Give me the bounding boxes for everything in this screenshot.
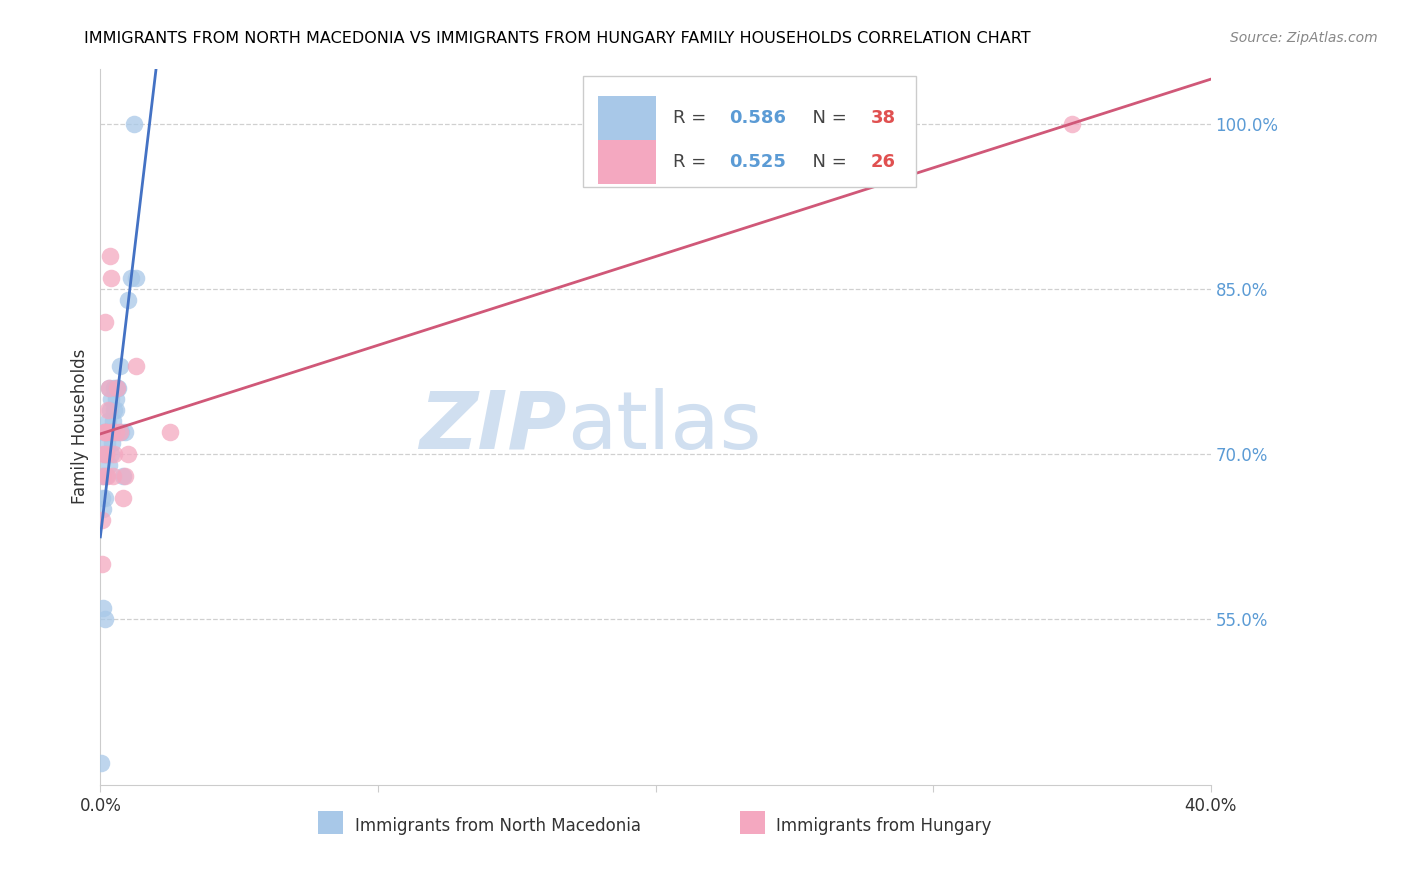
Point xyxy=(91,469,114,483)
Point xyxy=(105,392,128,406)
Point xyxy=(125,359,148,373)
Point xyxy=(94,315,117,329)
Text: 38: 38 xyxy=(870,109,896,127)
Point xyxy=(120,271,142,285)
Point xyxy=(91,469,114,483)
Point xyxy=(90,558,112,572)
Point xyxy=(100,271,122,285)
Y-axis label: Family Households: Family Households xyxy=(72,349,89,504)
Point xyxy=(94,447,117,461)
Point xyxy=(125,271,148,285)
Point xyxy=(90,756,112,770)
Point xyxy=(108,359,131,373)
Point xyxy=(103,447,125,461)
FancyBboxPatch shape xyxy=(598,95,655,140)
Point xyxy=(111,469,134,483)
Text: atlas: atlas xyxy=(567,388,761,466)
Point xyxy=(96,436,118,450)
Point xyxy=(98,249,121,263)
Point xyxy=(93,425,115,439)
Text: N =: N = xyxy=(801,109,852,127)
FancyBboxPatch shape xyxy=(598,140,655,185)
Point xyxy=(100,425,122,439)
Point xyxy=(96,425,118,439)
Point xyxy=(94,491,117,506)
Point xyxy=(97,403,120,417)
Text: Immigrants from North Macedonia: Immigrants from North Macedonia xyxy=(354,817,641,835)
Point xyxy=(93,612,115,626)
Point xyxy=(107,381,129,395)
Point xyxy=(101,469,124,483)
Text: IMMIGRANTS FROM NORTH MACEDONIA VS IMMIGRANTS FROM HUNGARY FAMILY HOUSEHOLDS COR: IMMIGRANTS FROM NORTH MACEDONIA VS IMMIG… xyxy=(84,31,1031,46)
Point xyxy=(117,293,139,307)
Point xyxy=(108,425,131,439)
Point xyxy=(94,447,117,461)
Point xyxy=(91,447,114,461)
Point xyxy=(97,458,120,473)
Text: 0.586: 0.586 xyxy=(728,109,786,127)
Point xyxy=(114,425,136,439)
Point xyxy=(110,425,132,439)
Text: R =: R = xyxy=(673,109,713,127)
Point xyxy=(97,414,120,428)
Point xyxy=(93,425,115,439)
Text: ZIP: ZIP xyxy=(419,388,567,466)
Point xyxy=(100,392,122,406)
Text: N =: N = xyxy=(801,153,852,171)
Point xyxy=(93,425,115,439)
Point xyxy=(105,381,128,395)
Point xyxy=(90,513,112,527)
Text: 26: 26 xyxy=(870,153,896,171)
Point xyxy=(111,491,134,506)
Point xyxy=(96,469,118,483)
Point xyxy=(104,425,127,439)
Point xyxy=(97,425,120,439)
Point xyxy=(93,447,115,461)
Point xyxy=(100,425,122,439)
Point xyxy=(122,117,145,131)
Point xyxy=(114,469,136,483)
Point xyxy=(91,502,114,516)
FancyBboxPatch shape xyxy=(583,76,917,186)
Point xyxy=(94,425,117,439)
Text: Immigrants from Hungary: Immigrants from Hungary xyxy=(776,817,991,835)
Point xyxy=(90,491,112,506)
Point xyxy=(103,425,125,439)
Point xyxy=(159,425,181,439)
Point xyxy=(97,381,120,395)
Point xyxy=(103,403,125,417)
Point xyxy=(101,414,124,428)
Point xyxy=(96,469,118,483)
Point xyxy=(101,436,124,450)
Point xyxy=(91,601,114,615)
Point xyxy=(104,403,127,417)
Text: R =: R = xyxy=(673,153,713,171)
Text: 0.525: 0.525 xyxy=(728,153,786,171)
Point xyxy=(98,403,121,417)
Point xyxy=(103,381,125,395)
Point xyxy=(98,381,121,395)
Point xyxy=(1060,117,1083,131)
Point xyxy=(100,447,122,461)
Point xyxy=(105,381,128,395)
Text: Source: ZipAtlas.com: Source: ZipAtlas.com xyxy=(1230,31,1378,45)
Point xyxy=(117,447,139,461)
